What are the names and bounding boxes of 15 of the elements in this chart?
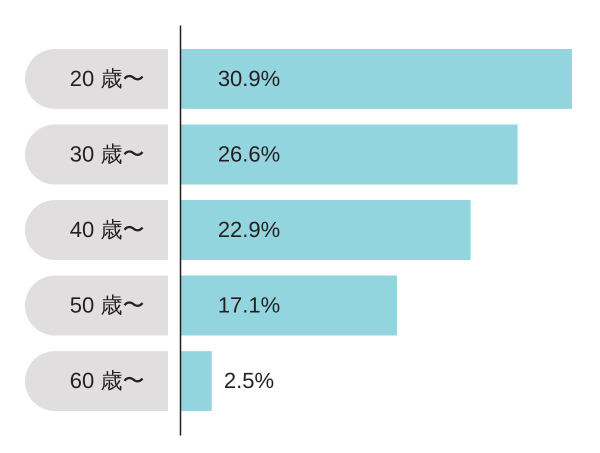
bar bbox=[180, 351, 212, 412]
bar bbox=[180, 124, 518, 184]
bar bbox=[180, 276, 397, 336]
y-tick-label: 20 歳〜 bbox=[70, 66, 144, 91]
data-label: 30.9% bbox=[218, 66, 280, 91]
data-label: 2.5% bbox=[224, 368, 274, 394]
bar bbox=[180, 48, 572, 109]
data-label: 26.6% bbox=[218, 141, 280, 166]
data-label: 17.1% bbox=[218, 292, 280, 318]
y-tick-label: 40 歳〜 bbox=[70, 217, 144, 242]
y-tick-label: 30 歳〜 bbox=[70, 141, 144, 166]
y-tick-label: 60 歳〜 bbox=[70, 368, 144, 394]
y-tick-label: 50 歳〜 bbox=[70, 292, 144, 318]
bar bbox=[180, 200, 471, 260]
data-label: 22.9% bbox=[218, 217, 280, 242]
